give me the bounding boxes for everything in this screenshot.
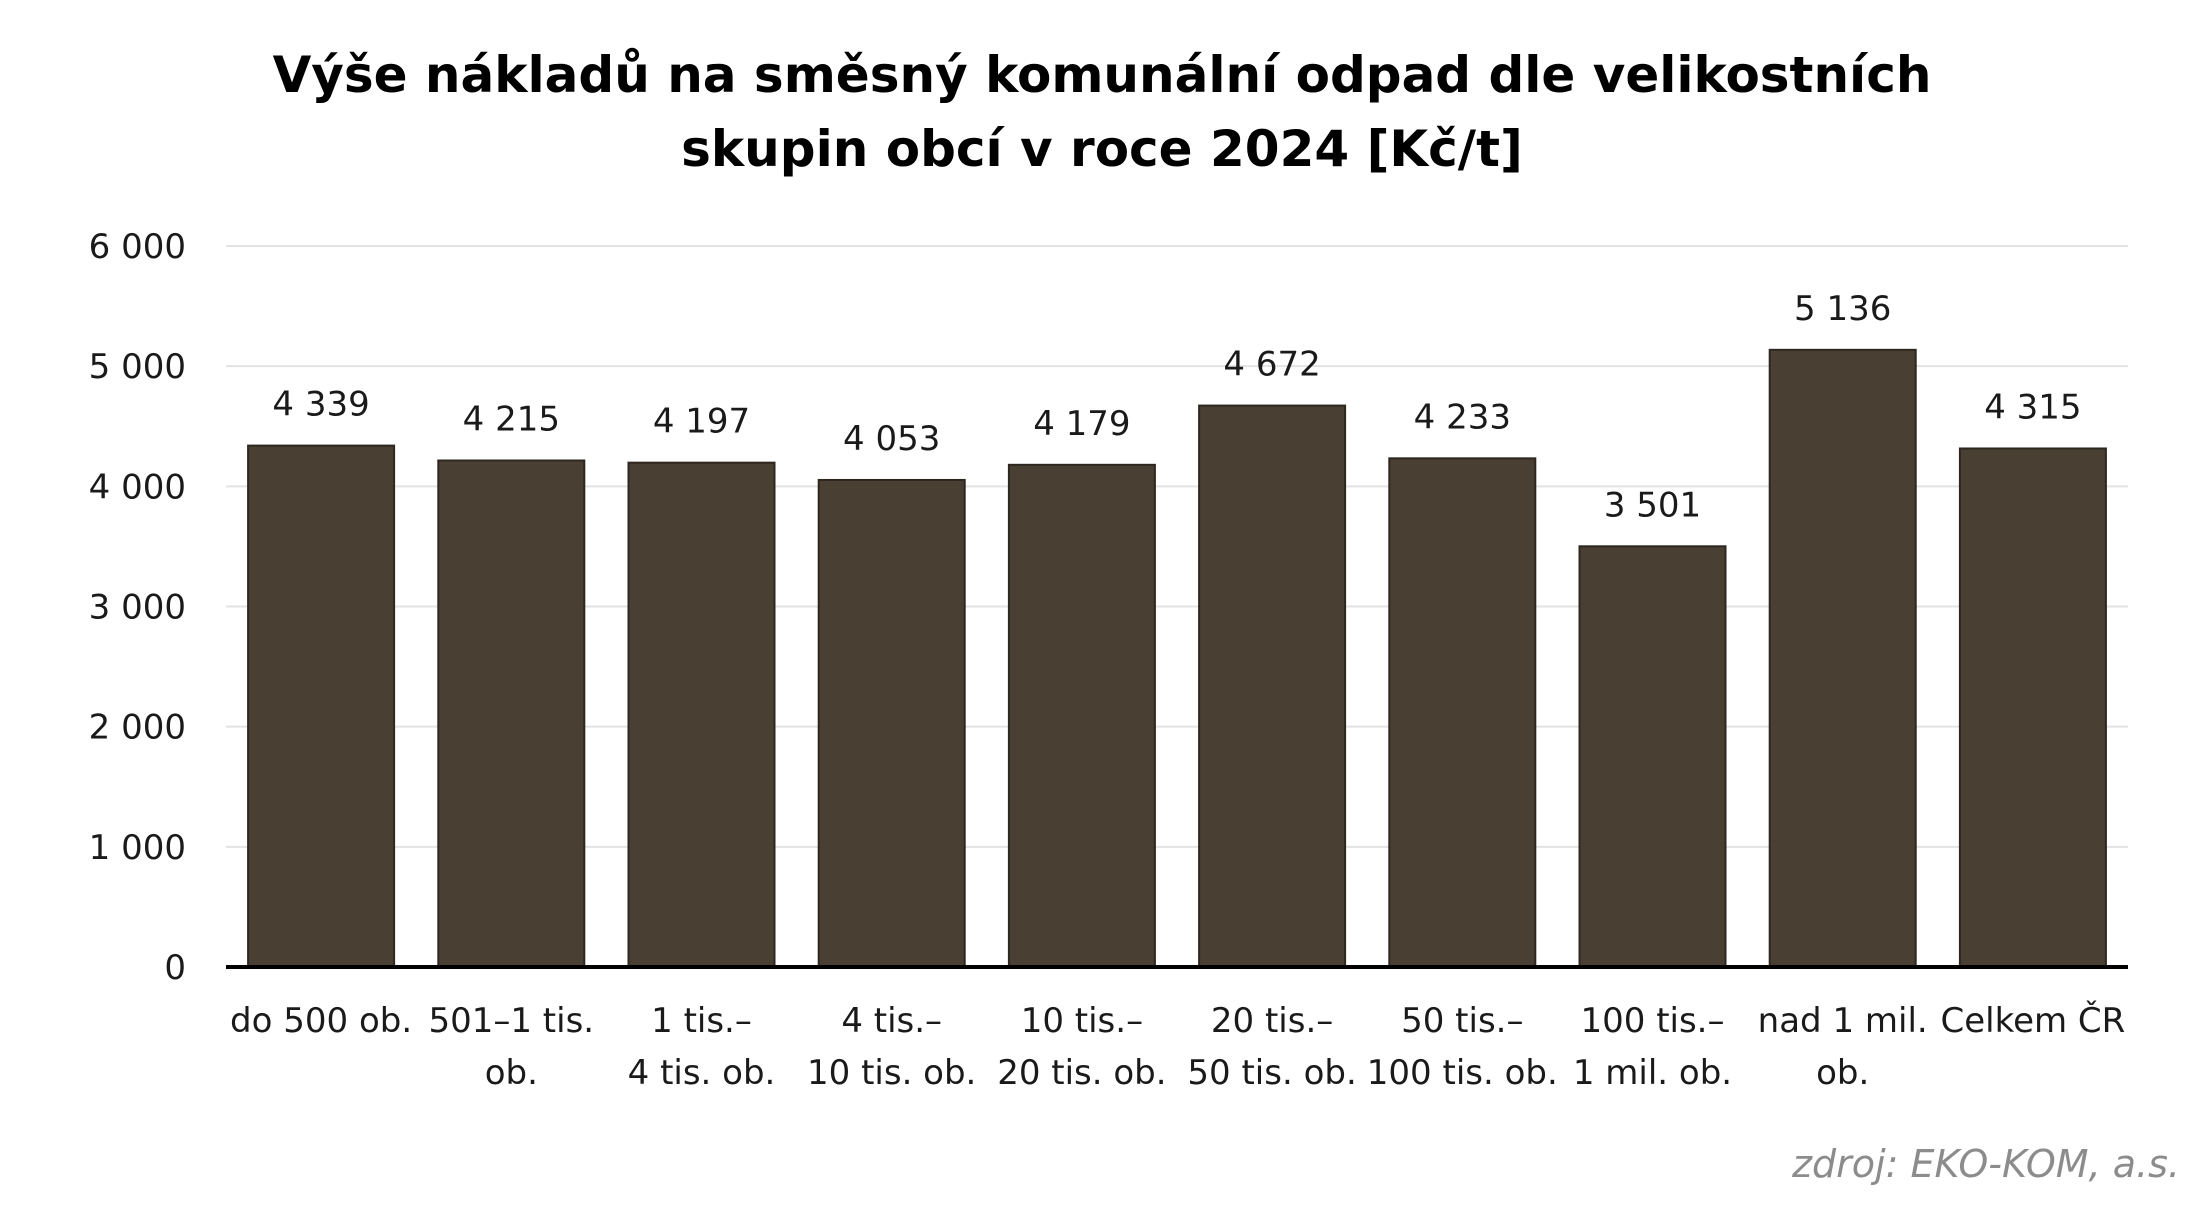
x-tick-label: 100 tis.– [1580,1001,1724,1041]
x-tick-label: 1 mil. ob. [1573,1053,1732,1093]
data-label: 3 501 [1604,485,1701,525]
x-tick-label: nad 1 mil. [1758,1001,1928,1041]
value-labels: 4 339 4 215 4 197 4 053 4 179 4 672 4 233 3 501… [272,289,2081,525]
x-tick-label: 20 tis.– [1211,1001,1333,1041]
x-tick-label: 4 tis. ob. [628,1053,776,1093]
data-label: 4 233 [1414,397,1511,437]
data-label: 4 215 [463,399,560,439]
x-tick-label: 100 tis. ob. [1367,1053,1558,1093]
x-axis: do 500 ob. 501–1 tis. ob. 1 tis.– 4 tis. ob.… [226,965,2128,1093]
x-tick-label: ob. [1816,1053,1869,1093]
y-tick-label: 4 000 [89,467,186,507]
x-tick-label: do 500 ob. [230,1001,412,1041]
x-tick-label: 20 tis. ob. [997,1053,1166,1093]
y-tick-label: 0 [164,948,186,988]
bar [817,478,966,968]
chart-title: Výše nákladů na směsný komunální odpad d… [0,38,2204,186]
data-label: 4 197 [653,402,750,442]
data-label: 4 339 [272,385,369,425]
data-label: 4 315 [1984,387,2081,427]
data-label: 5 136 [1794,289,1891,329]
x-tick-label: ob. [485,1053,538,1093]
bar [1198,404,1347,968]
bar [1007,463,1156,968]
x-tick-label: Celkem ČR [1941,1000,2126,1041]
data-label: 4 179 [1033,404,1130,444]
x-tick-label: 501–1 tis. [428,1001,594,1041]
y-axis: 0 1 000 2 000 3 000 4 000 5 000 6 000 [89,227,186,988]
y-tick-label: 6 000 [89,227,186,267]
bar [1388,457,1537,968]
data-label: 4 672 [1223,345,1320,385]
bar [1578,545,1727,968]
y-tick-label: 1 000 [89,828,186,868]
source-note: zdroj: EKO-KOM, a.s. [1792,1142,2180,1186]
chart-title-line-2: skupin obcí v roce 2024 [Kč/t] [681,120,1523,178]
bar [1958,447,2107,968]
chart-title-line-1: Výše nákladů na směsný komunální odpad d… [272,46,1932,104]
y-tick-label: 5 000 [89,347,186,387]
bars [247,348,2107,969]
x-tick-label: 10 tis.– [1021,1001,1143,1041]
data-label: 4 053 [843,419,940,459]
x-tick-label: 1 tis.– [651,1001,752,1041]
y-tick-label: 3 000 [89,588,186,628]
bar [1768,348,1917,969]
x-tick-label: 10 tis. ob. [807,1053,976,1093]
bar [437,459,586,968]
y-tick-label: 2 000 [89,708,186,748]
x-tick-label: 50 tis. ob. [1187,1053,1356,1093]
x-tick-label: 4 tis.– [841,1001,942,1041]
x-tick-label: 50 tis.– [1401,1001,1523,1041]
bar [627,461,776,968]
bar [247,444,396,968]
